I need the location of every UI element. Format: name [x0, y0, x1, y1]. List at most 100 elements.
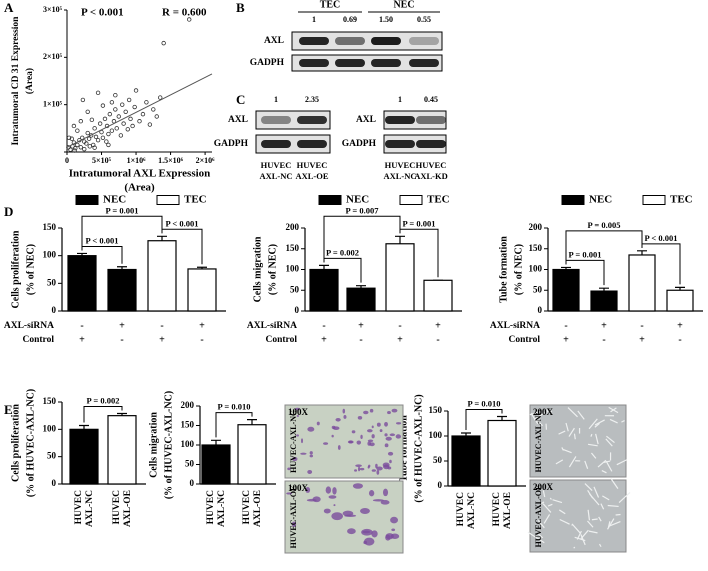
condition-sign: - [359, 334, 362, 345]
y-axis-label: (% of HUVEC-AXL-NC) [25, 389, 36, 497]
error-bar [637, 250, 647, 255]
y-axis-label: Tube formation [398, 415, 409, 482]
x-tick-label: 2×10⁶ [196, 156, 216, 165]
tube [536, 419, 543, 427]
blot-band [297, 116, 327, 124]
tube [621, 420, 625, 423]
bar [385, 243, 415, 312]
tube [600, 503, 605, 510]
y-axis-label: (% of NEC) [513, 244, 524, 295]
point [87, 144, 92, 149]
significance-bracket [323, 215, 401, 263]
tube [537, 519, 545, 529]
point [100, 103, 106, 108]
cell [355, 464, 362, 467]
cell [391, 528, 396, 532]
cell [347, 440, 354, 444]
x-tick-label: HUVEC [492, 492, 502, 526]
cell [287, 467, 291, 471]
blot-row-label: AXL [228, 115, 248, 125]
y-tick-label: 100 [43, 250, 57, 260]
condition-label: Control [23, 335, 55, 345]
blot-band [299, 37, 329, 45]
tube [574, 536, 586, 542]
condition-label: AXL-siRNA [247, 321, 297, 331]
blot-band [416, 116, 446, 124]
error-bar [319, 264, 329, 270]
cell [387, 411, 391, 415]
x-axis-label: (Area) [124, 182, 155, 194]
band-ratio: 1 [312, 15, 316, 24]
tube [584, 483, 593, 491]
significance-bracket [161, 228, 203, 265]
legend-swatch [156, 195, 180, 205]
tube [588, 530, 598, 534]
cell [333, 504, 336, 507]
y-axis-label: (Area) [24, 68, 35, 94]
blot-frame [291, 31, 443, 51]
y-tick-label: 150 [181, 420, 195, 430]
tube [571, 523, 582, 535]
significance-bracket [81, 215, 163, 251]
y-axis-label: Cells migration [252, 236, 263, 302]
point [109, 128, 115, 133]
y-tick-label: 100 [429, 430, 443, 440]
x-tick-label: 1×10⁶ [127, 156, 147, 165]
point [106, 142, 111, 148]
condition-sign: + [159, 334, 165, 345]
y-tick-label: 1×10⁵ [43, 99, 63, 108]
tube [555, 459, 564, 465]
cell [291, 521, 297, 527]
point [66, 145, 71, 150]
p-value: P = 0.010 [468, 398, 501, 408]
cell [372, 499, 384, 502]
blot-frame [255, 134, 331, 154]
significance-bracket [81, 245, 123, 264]
cell [360, 508, 370, 515]
point [97, 121, 103, 126]
tube [568, 456, 577, 468]
y-tick-label: 50 [533, 284, 543, 294]
condition-sign: + [199, 320, 205, 331]
point [140, 111, 146, 117]
cell [371, 530, 378, 538]
y-axis-label: Tube formation [498, 236, 509, 303]
y-tick-label: 3×10⁵ [43, 5, 63, 14]
cell [363, 540, 368, 545]
tube [607, 504, 619, 508]
cell [331, 512, 343, 521]
x-axis-label: Intratumoral AXL Expression [69, 168, 211, 180]
blot-band [416, 140, 446, 148]
point [109, 100, 115, 105]
group-label: TEC [320, 0, 341, 10]
trendline [66, 73, 213, 148]
micrograph-label: HUVEC-AXL-OE [534, 485, 543, 548]
group-label: NEC [393, 0, 414, 10]
condition-sign: - [160, 320, 163, 331]
tube [610, 407, 617, 413]
tube [609, 418, 618, 424]
tube [594, 419, 605, 426]
micrograph [529, 404, 627, 478]
condition-sign: + [677, 320, 683, 331]
condition-sign: + [563, 334, 569, 345]
point [154, 114, 159, 119]
y-axis-label: (% of HUVEC-AXL-NC) [163, 391, 174, 499]
panel-letter: E [4, 402, 13, 417]
y-tick-label: 0 [538, 305, 543, 315]
point [106, 131, 111, 137]
condition-sign: - [120, 334, 123, 345]
lane-label: AXL-NC [383, 171, 416, 181]
cell [342, 510, 354, 517]
tube [537, 532, 544, 539]
cell [382, 462, 390, 468]
point [92, 126, 97, 131]
y-tick-label: 0 [295, 305, 300, 315]
legend-label: TEC [670, 194, 693, 206]
tube [542, 490, 546, 498]
point [113, 107, 118, 112]
point [151, 107, 156, 112]
cell [371, 469, 377, 472]
tube [550, 410, 552, 413]
tube [603, 460, 611, 464]
